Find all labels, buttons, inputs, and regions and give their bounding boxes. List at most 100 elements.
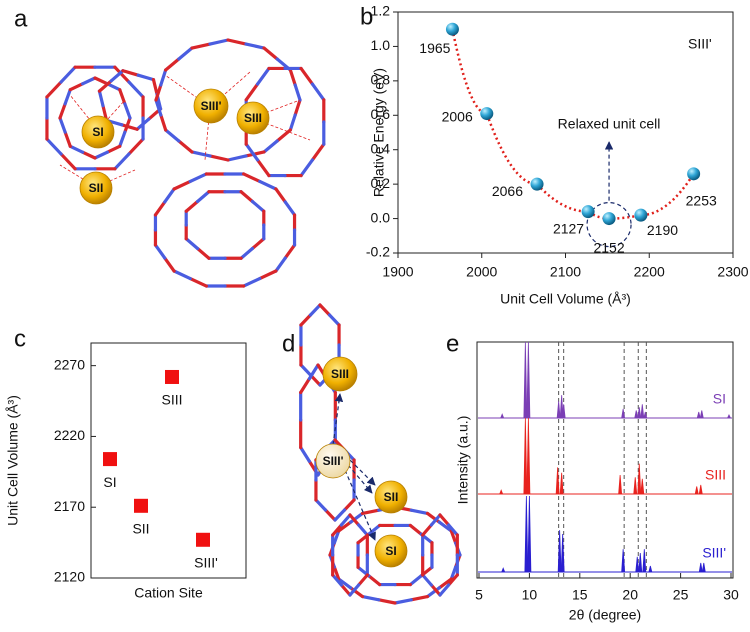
site-label: SI — [92, 125, 103, 139]
framework-bond — [136, 73, 156, 82]
point-label: 1965 — [419, 40, 450, 56]
framework-bond — [58, 116, 67, 134]
framework-bond — [226, 154, 248, 162]
framework-bond — [339, 583, 352, 597]
coordination-line — [204, 106, 211, 161]
framework-bond — [437, 520, 453, 533]
x-tick-label: 25 — [673, 587, 689, 603]
framework-bond — [255, 158, 271, 178]
data-point — [634, 208, 648, 222]
point-label: 2066 — [492, 183, 523, 199]
peak — [643, 411, 648, 419]
peak — [526, 417, 531, 495]
y-tick-label: 0.0 — [371, 209, 391, 225]
framework-bond — [123, 102, 132, 120]
framework-bond — [438, 513, 451, 527]
framework-bond — [188, 172, 208, 184]
data-point — [581, 205, 595, 219]
framework-bond — [327, 313, 341, 327]
coordination-line — [164, 74, 211, 108]
framework-bond — [357, 573, 369, 587]
framework-bond — [113, 152, 131, 171]
data-point — [480, 107, 494, 121]
framework-bond — [337, 520, 353, 533]
point-label: 2190 — [647, 222, 678, 238]
framework-bond — [164, 128, 181, 143]
framework-bond — [105, 144, 122, 154]
framework-bond — [318, 303, 332, 317]
framework-bond — [339, 513, 352, 527]
peak — [523, 417, 528, 495]
site-label: SIII — [331, 367, 349, 381]
framework-bond — [190, 150, 212, 158]
legend-label: SI — [713, 391, 726, 407]
x-tick-label: 20 — [622, 587, 638, 603]
peak — [696, 411, 701, 419]
framework-bond — [409, 508, 430, 516]
plot-frame — [476, 341, 734, 579]
site-label: SII — [89, 181, 104, 195]
framework-bond — [244, 142, 260, 162]
cation-sphere — [322, 356, 358, 392]
framework-bond — [58, 102, 67, 120]
framework-bond — [337, 577, 353, 590]
framework-bond — [293, 98, 302, 117]
migration-arrow — [347, 464, 373, 494]
peak — [638, 552, 643, 573]
framework-bond — [314, 498, 328, 512]
panel-label: e — [446, 330, 459, 357]
point-label: SIII — [161, 392, 182, 408]
panel-label: a — [14, 5, 28, 32]
peak — [618, 474, 623, 495]
framework-bond — [447, 573, 459, 587]
y-tick-label: 1.2 — [371, 3, 391, 19]
peak — [648, 565, 653, 573]
x-tick-label: 2000 — [466, 264, 497, 280]
y-tick-label: 0.4 — [371, 140, 391, 156]
peak — [701, 562, 706, 573]
framework-bond — [172, 269, 192, 281]
framework-bond — [332, 565, 341, 581]
framework-bond — [293, 83, 302, 102]
peak — [560, 533, 565, 573]
framework-bond — [258, 269, 278, 281]
x-tick-label: 5 — [475, 587, 483, 603]
point-label: 2253 — [686, 193, 717, 209]
framework-bond — [348, 513, 361, 527]
panel-label: d — [282, 330, 295, 357]
framework-bond — [97, 89, 105, 108]
framework-bond — [274, 256, 287, 273]
framework-bond — [120, 123, 139, 131]
data-point — [445, 22, 459, 36]
framework-bond — [360, 508, 381, 516]
framework-bond — [97, 79, 113, 93]
y-axis-label: Unit Cell Volume (Å³) — [5, 395, 21, 526]
framework-bond — [68, 144, 85, 154]
framework-bond — [449, 565, 458, 581]
x-tick-label: 30 — [723, 587, 739, 603]
x-axis-label: 2θ (degree) — [569, 607, 641, 623]
framework-bond — [159, 113, 168, 132]
framework-bond — [332, 529, 341, 545]
legend-label: SIII' — [702, 545, 726, 561]
framework-bond — [447, 523, 459, 537]
highlight-circle — [586, 201, 632, 248]
annotation: Relaxed unit cell — [558, 116, 661, 132]
framework-bond — [195, 246, 211, 260]
x-tick-label: 15 — [572, 587, 588, 603]
peak — [527, 495, 532, 573]
framework-bond — [274, 187, 287, 204]
framework-bond — [348, 583, 361, 597]
point-label: 2152 — [593, 239, 624, 255]
framework-bond — [283, 243, 297, 260]
y-tick-label: 1.0 — [371, 37, 391, 53]
framework-bond — [81, 76, 97, 86]
framework-bond — [184, 199, 200, 213]
framework-bond — [288, 113, 297, 132]
framework-bond — [393, 598, 413, 605]
framework-bond — [68, 82, 85, 92]
cation-sphere — [81, 115, 115, 149]
point-label: SII — [132, 521, 149, 537]
framework-bond — [244, 42, 266, 50]
framework-bond — [177, 46, 194, 61]
